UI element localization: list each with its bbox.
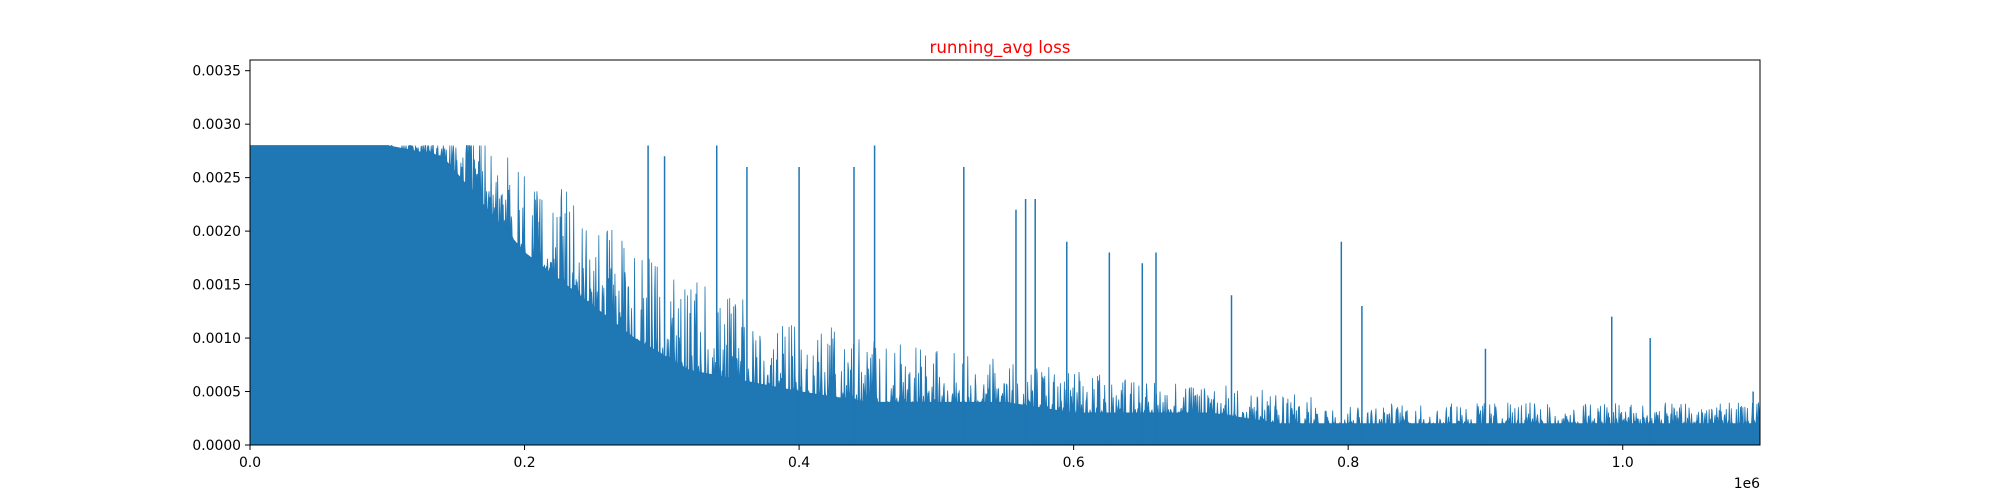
y-tick-label: 0.0025: [192, 171, 241, 187]
x-tick-label: 0.6: [1063, 455, 1085, 471]
series-running-avg-loss: [249, 145, 1761, 446]
axes-frame: [249, 59, 1761, 446]
x-tick-label: 0.2: [513, 455, 535, 471]
y-tick-label: 0.0000: [192, 438, 241, 454]
y-tick-label: 0.0020: [192, 224, 241, 240]
chart-title: running_avg loss: [930, 37, 1071, 58]
x-tick-label: 0.0: [239, 455, 261, 471]
x-tick-label: 0.8: [1337, 455, 1359, 471]
y-tick-label: 0.0035: [192, 64, 241, 80]
plot-area: [249, 145, 1761, 446]
x-tick-label: 0.4: [788, 455, 810, 471]
x-axis: 0.0 0.2 0.4 0.6 0.8 1.0: [239, 445, 1634, 471]
y-tick-label: 0.0030: [192, 117, 241, 133]
x-tick-label: 1.0: [1612, 455, 1634, 471]
y-axis: 0.0000 0.0005 0.0010 0.0015 0.0020 0.0025 0.00…: [192, 64, 250, 454]
y-tick-label: 0.0015: [192, 278, 241, 294]
y-tick-label: 0.0005: [192, 385, 241, 401]
y-tick-label: 0.0010: [192, 331, 241, 347]
x-axis-offset-label: 1e6: [1734, 476, 1760, 492]
